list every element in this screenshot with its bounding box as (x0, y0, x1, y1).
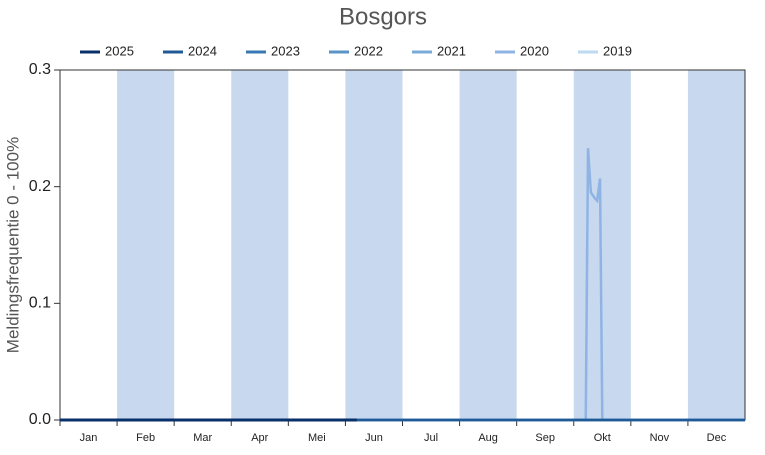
month-band (459, 70, 517, 420)
y-tick-label: 0.1 (29, 295, 51, 312)
x-tick-label: Mar (193, 432, 212, 444)
y-axis-label: Meldingsfrequentie 0 - 100% (3, 137, 22, 353)
series-line (60, 148, 745, 422)
legend-label: 2025 (105, 43, 134, 58)
y-tick-label: 0.2 (29, 178, 51, 195)
month-band (345, 70, 403, 420)
x-tick-label: Jan (80, 432, 98, 444)
month-band (687, 70, 745, 420)
month-band (231, 70, 289, 420)
x-tick-label: Feb (136, 432, 155, 444)
chart-title: Bosgors (339, 3, 427, 30)
legend-label: 2023 (271, 43, 300, 58)
legend-label: 2019 (603, 43, 632, 58)
x-tick-label: Okt (594, 432, 611, 444)
x-tick-label: Mei (308, 432, 326, 444)
x-tick-label: Aug (478, 432, 498, 444)
x-tick-label: Dec (707, 432, 727, 444)
x-tick-label: Jun (365, 432, 383, 444)
y-tick-label: 0.3 (29, 61, 51, 78)
x-tick-label: Apr (251, 432, 268, 444)
y-tick-label: 0.0 (29, 411, 51, 428)
x-tick-label: Nov (650, 432, 670, 444)
legend-label: 2022 (354, 43, 383, 58)
x-tick-label: Sep (535, 432, 555, 444)
x-tick-label: Jul (424, 432, 438, 444)
legend-label: 2024 (188, 43, 217, 58)
legend-label: 2021 (437, 43, 466, 58)
month-band (117, 70, 175, 420)
legend-label: 2020 (520, 43, 549, 58)
